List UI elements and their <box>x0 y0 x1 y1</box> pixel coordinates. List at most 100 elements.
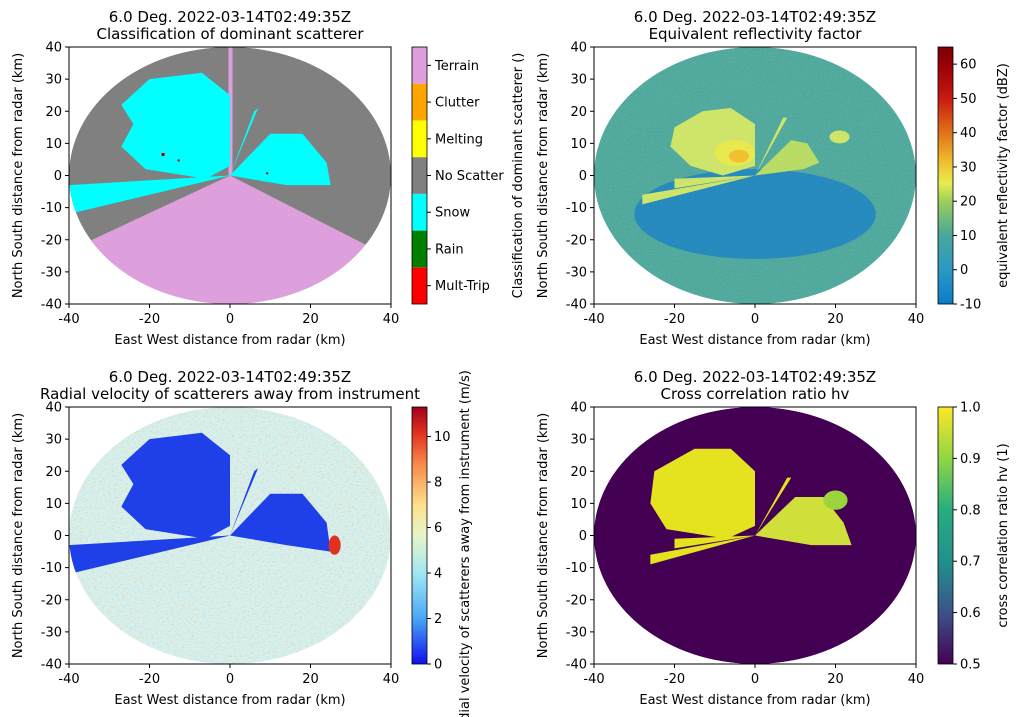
colorbar-frame <box>411 46 428 305</box>
radar-field <box>594 407 916 664</box>
chart-subtitle: Equivalent reflectivity factor <box>649 25 863 43</box>
y-tick-label: 40 <box>570 401 587 416</box>
colorbar-category-label: No Scatter <box>435 169 504 184</box>
y-tick-label: 0 <box>54 169 62 184</box>
chart-title: 6.0 Deg. 2022-03-14T02:49:35Z <box>109 368 351 386</box>
y-tick-label: 30 <box>570 73 587 88</box>
radar-field <box>594 47 916 304</box>
colorbar-gradient <box>412 407 427 664</box>
chart-subtitle: Cross correlation ratio hv <box>661 385 850 403</box>
radar-field <box>69 47 391 304</box>
x-axis-label: East West distance from radar (km) <box>639 333 870 348</box>
terrain-sector <box>69 175 388 304</box>
y-tick-label: 30 <box>45 433 62 448</box>
y-tick-label: 10 <box>570 497 587 512</box>
colorbar-tick-label: 0.7 <box>960 555 981 570</box>
colorbar-category-label: Melting <box>435 132 483 147</box>
y-tick-label: 10 <box>45 137 62 152</box>
y-axis-label: North South distance from radar (km) <box>536 413 551 658</box>
x-tick-label: 40 <box>908 312 925 327</box>
x-tick-label: -40 <box>58 312 79 327</box>
y-tick-label: -30 <box>41 625 62 640</box>
colorbar-category-label: Rain <box>435 242 464 257</box>
colorbar: -10 0 10 20 30 40 50 60 <box>937 46 981 313</box>
y-tick-label: -20 <box>566 593 587 608</box>
colorbar-segment <box>412 47 427 84</box>
colorbar-gradient <box>938 407 953 664</box>
y-tick-label: 20 <box>570 105 587 120</box>
colorbar-tick-label: 50 <box>960 92 977 107</box>
colorbar-tick-label: 0.6 <box>960 606 981 621</box>
x-axis-label: East West distance from radar (km) <box>639 693 870 708</box>
y-tick-label: 30 <box>45 73 62 88</box>
chart-title: 6.0 Deg. 2022-03-14T02:49:35Z <box>634 368 876 386</box>
chart-title: 6.0 Deg. 2022-03-14T02:49:35Z <box>634 8 876 26</box>
colorbar-frame <box>937 46 954 305</box>
y-tick-label: -30 <box>566 265 587 280</box>
colorbar-tick-label: 10 <box>434 430 451 445</box>
y-tick-label: 30 <box>570 433 587 448</box>
snow-echo <box>69 72 331 215</box>
x-tick-label: 0 <box>751 672 759 687</box>
y-tick-label: -10 <box>566 201 587 216</box>
x-tick-label: 20 <box>827 672 844 687</box>
velocity-echo <box>69 432 341 575</box>
x-tick-label: -20 <box>664 672 685 687</box>
x-tick-label: -20 <box>139 312 160 327</box>
y-tick-label: 0 <box>579 169 587 184</box>
colorbar-label: equivalent reflectivity factor (dBZ) <box>996 63 1011 288</box>
y-tick-label: -40 <box>41 298 62 313</box>
x-tick-label: 20 <box>302 312 319 327</box>
y-tick-label: -20 <box>41 233 62 248</box>
y-tick-label: 40 <box>45 41 62 56</box>
high-correlation-echo <box>650 448 852 565</box>
x-tick-label: 20 <box>302 672 319 687</box>
colorbar-segment <box>412 83 427 121</box>
precip-echo <box>642 108 850 205</box>
y-axis-label: North South distance from radar (km) <box>11 413 26 658</box>
y-tick-label: 10 <box>570 137 587 152</box>
colorbar-segment <box>412 120 427 158</box>
y-tick-label: -20 <box>566 233 587 248</box>
colorbar-tick-label: 30 <box>960 160 977 175</box>
colorbar-frame <box>411 406 428 665</box>
colorbar-category-label: Terrain <box>434 59 479 74</box>
y-tick-label: -40 <box>41 658 62 673</box>
x-tick-label: -40 <box>583 672 604 687</box>
y-tick-label: 20 <box>45 105 62 120</box>
colorbar-tick-label: -10 <box>960 298 981 313</box>
y-axis-label: North South distance from radar (km) <box>11 53 26 298</box>
colorbar-tick-label: 0.5 <box>960 658 981 673</box>
y-tick-label: 0 <box>54 529 62 544</box>
colorbar-tick-label: 2 <box>434 612 442 627</box>
colorbar: 0.5 0.6 0.7 0.8 0.9 1.0 <box>937 401 981 673</box>
colorbar-category-label: Snow <box>435 206 470 221</box>
x-tick-label: 0 <box>226 672 234 687</box>
x-tick-label: 40 <box>383 672 400 687</box>
y-tick-label: 20 <box>570 465 587 480</box>
x-tick-label: -40 <box>583 312 604 327</box>
chart-subtitle: Classification of dominant scatterer <box>96 25 364 43</box>
colorbar-segment <box>412 193 427 231</box>
colorbar-tick-label: 4 <box>434 567 442 582</box>
y-tick-label: 10 <box>45 497 62 512</box>
weak-echo-region <box>634 169 876 260</box>
colorbar-tick-label: 10 <box>960 229 977 244</box>
colorbar-segment <box>412 157 427 194</box>
mixed-echo <box>161 153 269 175</box>
colorbar-category-label: Clutter <box>435 96 480 111</box>
y-tick-label: -40 <box>566 298 587 313</box>
terrain-beam <box>228 47 233 176</box>
y-tick-label: -10 <box>41 561 62 576</box>
colorbar-tick-label: 0 <box>960 263 968 278</box>
x-tick-label: 0 <box>751 312 759 327</box>
y-tick-label: 20 <box>45 465 62 480</box>
x-tick-label: 40 <box>383 312 400 327</box>
colorbar-label: Classification of dominant scatterer () <box>511 53 526 299</box>
x-axis-label: East West distance from radar (km) <box>114 693 345 708</box>
colorbar-tick-label: 1.0 <box>960 401 981 416</box>
x-tick-label: 40 <box>908 672 925 687</box>
y-tick-label: -20 <box>41 593 62 608</box>
